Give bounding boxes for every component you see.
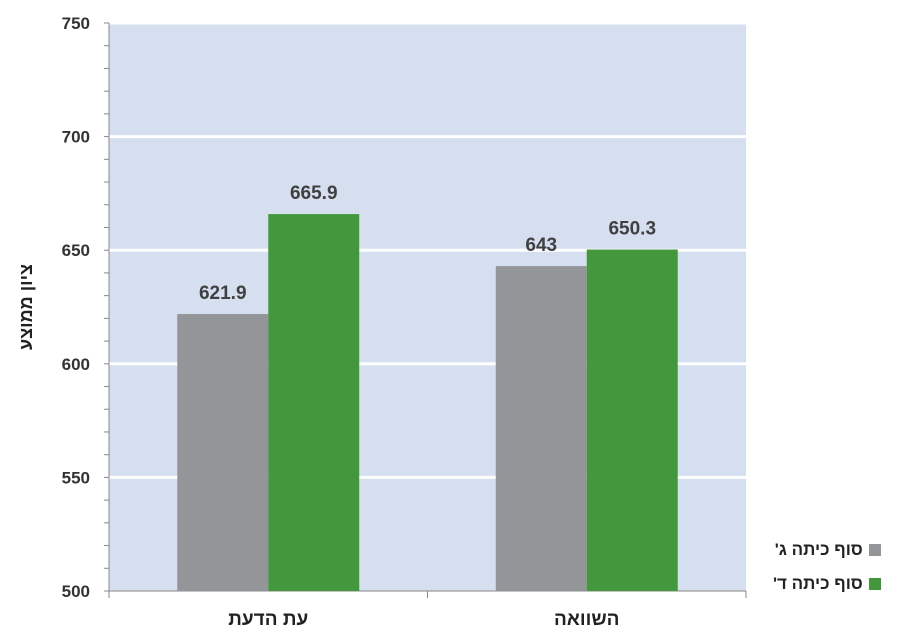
legend-label-grade3: סוף כיתה ג' xyxy=(774,540,863,559)
bar xyxy=(268,214,360,591)
bar xyxy=(495,266,587,591)
y-tick-label: 650 xyxy=(62,241,90,260)
legend-item-grade4: סוף כיתה ד' xyxy=(773,567,881,601)
y-axis-label: ציון ממוצע xyxy=(16,264,36,350)
y-tick-label: 700 xyxy=(62,128,90,147)
x-category-label: השוואה xyxy=(554,609,619,630)
data-label: 650.3 xyxy=(608,219,656,240)
bar xyxy=(177,314,269,591)
y-tick-label: 500 xyxy=(62,582,90,601)
data-label: 665.9 xyxy=(290,183,338,204)
data-label: 643 xyxy=(525,235,557,256)
legend-swatch-grade4 xyxy=(868,578,881,590)
legend-label-grade4: סוף כיתה ד' xyxy=(773,574,863,593)
x-category-label: עת הדעת xyxy=(228,609,308,630)
y-tick-label: 550 xyxy=(62,468,90,487)
legend: סוף כיתה ג' סוף כיתה ד' xyxy=(773,533,881,601)
y-tick-label: 600 xyxy=(62,355,90,374)
bar xyxy=(586,249,678,591)
y-tick-label: 750 xyxy=(62,14,90,33)
data-label: 621.9 xyxy=(199,283,247,304)
legend-item-grade3: סוף כיתה ג' xyxy=(773,533,881,567)
legend-swatch-grade3 xyxy=(868,544,881,556)
